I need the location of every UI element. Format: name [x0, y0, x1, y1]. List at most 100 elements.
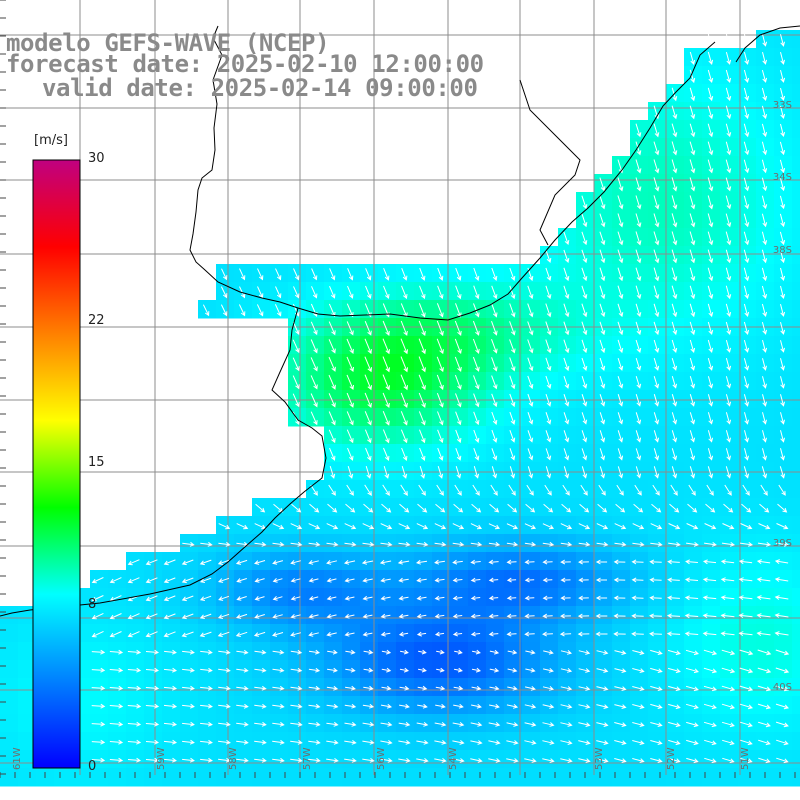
wind-arrow: [653, 195, 660, 210]
wind-arrow: [707, 87, 714, 102]
wind-arrow: [631, 577, 644, 583]
wind-arrow: [272, 685, 285, 691]
wind-arrow: [163, 703, 178, 709]
wind-arrow: [689, 267, 696, 282]
wind-cell: [0, 660, 19, 679]
wind-cell: [288, 660, 307, 679]
wind-cell: [342, 426, 361, 445]
wind-cell: [738, 660, 757, 679]
wind-arrow: [524, 541, 537, 547]
wind-arrow: [272, 541, 285, 547]
wind-arrow: [560, 758, 573, 763]
wind-cell: [306, 300, 325, 319]
wind-arrow: [671, 430, 678, 443]
wind-cell: [666, 102, 685, 121]
wind-cell: [666, 264, 685, 283]
wind-arrow: [779, 213, 786, 228]
wind-arrow: [488, 758, 501, 763]
wind-arrow: [578, 595, 589, 601]
wind-arrow: [524, 686, 536, 691]
wind-arrow: [127, 577, 140, 584]
wind-arrow: [109, 649, 124, 655]
wind-cell: [414, 480, 433, 499]
wind-cell: [792, 390, 800, 409]
wind-arrow: [725, 285, 732, 300]
wind-arrow: [581, 321, 588, 336]
wind-cell: [792, 138, 800, 157]
wind-arrow: [437, 429, 444, 444]
wind-arrow: [164, 757, 177, 763]
wind-cell: [126, 678, 145, 697]
wind-arrow: [762, 376, 767, 389]
wind-cell: [594, 768, 613, 787]
wind-cell: [324, 696, 343, 715]
wind-cell: [108, 696, 127, 715]
wind-arrow: [757, 542, 772, 547]
wind-arrow: [650, 541, 663, 547]
wind-cell: [468, 552, 487, 571]
wind-cell: [306, 480, 325, 499]
wind-arrow: [145, 667, 160, 673]
wind-cell: [792, 156, 800, 175]
wind-arrow: [524, 577, 535, 583]
wind-arrow: [256, 304, 264, 317]
wind-arrow: [776, 523, 789, 530]
wind-arrow: [290, 541, 303, 547]
wind-cell: [378, 750, 397, 769]
wind-cell: [630, 354, 649, 373]
wind-cell: [0, 750, 19, 769]
wind-cell: [252, 282, 271, 301]
wind-arrow: [418, 667, 427, 673]
wind-arrow: [345, 667, 356, 673]
wind-arrow: [563, 430, 570, 443]
wind-arrow: [109, 739, 124, 745]
wind-arrow: [418, 392, 426, 408]
wind-arrow: [542, 559, 553, 565]
wind-arrow: [362, 577, 373, 583]
wind-arrow: [488, 722, 501, 727]
wind-arrow: [364, 392, 372, 409]
wind-arrow: [725, 394, 732, 407]
wind-cell: [324, 678, 343, 697]
wind-arrow: [490, 484, 498, 496]
wind-arrow: [757, 667, 772, 674]
wind-cell: [18, 606, 37, 625]
wind-arrow: [668, 703, 681, 710]
wind-cell: [558, 552, 577, 571]
wind-cell: [432, 462, 451, 481]
wind-arrow: [725, 177, 732, 192]
wind-arrow: [720, 577, 735, 583]
wind-arrow: [127, 685, 142, 691]
wind-arrow: [145, 739, 160, 745]
wind-arrow: [671, 339, 678, 353]
wind-arrow: [418, 303, 426, 318]
wind-cell: [396, 552, 415, 571]
wind-arrow: [454, 320, 462, 336]
wind-cell: [594, 696, 613, 715]
wind-cell: [504, 552, 523, 571]
wind-cell: [648, 228, 667, 247]
wind-cell: [540, 588, 559, 607]
wind-arrow: [311, 286, 318, 299]
wind-arrow: [563, 339, 570, 354]
wind-cell: [756, 588, 775, 607]
wind-cell: [360, 444, 379, 463]
wind-arrow: [703, 685, 717, 692]
wind-arrow: [707, 51, 714, 66]
wind-arrow: [689, 159, 696, 174]
wind-arrow: [470, 559, 481, 565]
wind-cell: [648, 570, 667, 589]
wind-arrow: [436, 649, 445, 655]
wind-arrow: [254, 596, 265, 601]
wind-cell: [666, 390, 685, 409]
wind-cell: [180, 750, 199, 769]
wind-cell: [450, 570, 469, 589]
wind-arrow: [506, 613, 517, 619]
wind-arrow: [739, 667, 754, 674]
wind-arrow: [632, 722, 645, 727]
wind-arrow: [617, 267, 624, 282]
wind-arrow: [671, 394, 678, 407]
wind-cell: [522, 498, 541, 517]
wind-arrow: [776, 739, 789, 746]
wind-arrow: [671, 231, 678, 246]
